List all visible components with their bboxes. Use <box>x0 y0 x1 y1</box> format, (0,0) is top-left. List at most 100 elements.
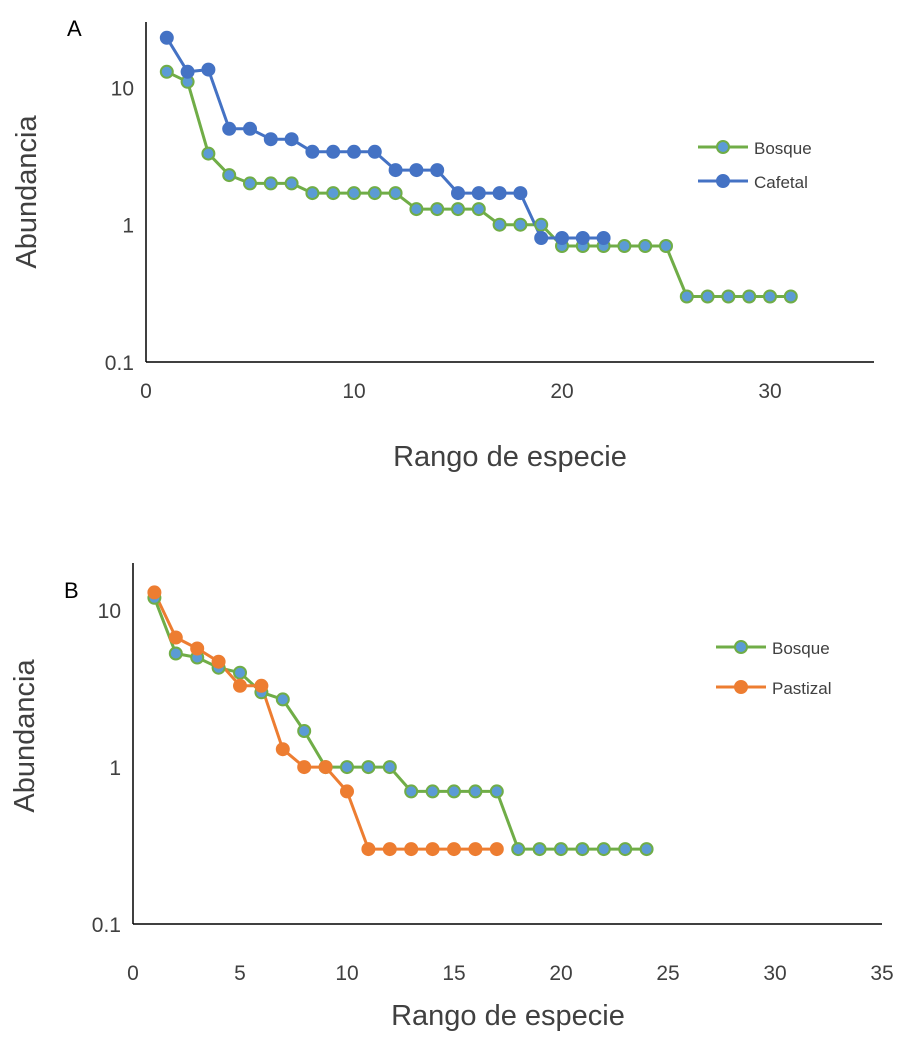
data-point-bosque <box>430 202 445 217</box>
data-point-bosque <box>326 186 341 201</box>
data-point-pastizal <box>254 678 269 693</box>
x-tick-label: 0 <box>127 962 139 985</box>
x-tick-label: 0 <box>140 380 152 403</box>
data-point-bosque <box>425 784 440 799</box>
x-tick-labels-a: 0 10 20 30 <box>140 380 782 403</box>
data-point-bosque <box>511 842 526 857</box>
data-point-bosque <box>159 64 174 79</box>
data-point-pastizal <box>489 842 504 857</box>
data-point-pastizal <box>275 742 290 757</box>
data-point-bosque <box>489 784 504 799</box>
legend-b: Bosque Pastizal <box>716 639 832 698</box>
data-point-bosque <box>243 176 257 191</box>
data-point-pastizal <box>168 630 183 645</box>
y-tick-label: 10 <box>98 600 121 623</box>
x-tick-label: 10 <box>335 962 358 985</box>
panel-label-a: A <box>67 16 82 41</box>
data-point-cafetal <box>513 186 528 201</box>
chart-panel-a: A 0.1 1 10 0 10 20 30 Rango de especie Abun… <box>11 16 874 473</box>
x-tick-label: 20 <box>549 962 572 985</box>
data-point-cafetal <box>222 121 237 136</box>
data-point-bosque <box>617 239 632 253</box>
data-point-bosque <box>638 239 653 253</box>
data-point-bosque <box>451 202 465 217</box>
data-point-bosque <box>201 146 216 161</box>
data-point-cafetal <box>305 144 320 159</box>
legend-label-cafetal: Cafetal <box>754 173 808 192</box>
data-point-cafetal <box>596 231 611 245</box>
series-layer-a <box>159 30 798 304</box>
x-tick-labels-b: 0 5 10 15 20 25 30 35 <box>127 962 894 985</box>
y-tick-label: 0.1 <box>105 352 134 375</box>
data-point-bosque <box>275 692 290 707</box>
data-point-pastizal <box>190 641 205 656</box>
legend-label-pastizal: Pastizal <box>772 679 832 698</box>
data-point-bosque <box>347 186 361 201</box>
data-point-bosque <box>263 176 278 191</box>
x-tick-label: 15 <box>442 962 465 985</box>
data-point-pastizal <box>468 842 483 857</box>
data-point-bosque <box>284 176 299 191</box>
data-point-cafetal <box>492 186 507 201</box>
legend-marker-bosque <box>734 640 748 654</box>
panel-label-b: B <box>64 578 79 603</box>
data-point-pastizal <box>425 842 440 857</box>
data-point-bosque <box>367 186 382 201</box>
data-point-bosque <box>361 760 376 775</box>
data-point-pastizal <box>147 585 162 600</box>
data-point-cafetal <box>201 62 216 77</box>
data-point-bosque <box>305 186 320 201</box>
data-point-bosque <box>297 724 312 738</box>
data-point-pastizal <box>297 760 312 775</box>
data-point-pastizal <box>404 842 419 857</box>
y-tick-labels-b: 0.1 1 10 <box>92 600 121 937</box>
y-tick-label: 1 <box>109 757 121 780</box>
data-point-pastizal <box>361 842 376 857</box>
series-line-pastizal <box>153 591 497 851</box>
y-axis-label-a: Abundancia <box>11 115 43 269</box>
data-point-bosque <box>340 760 354 775</box>
y-tick-label: 10 <box>111 77 134 100</box>
y-axis-label-b: Abundancia <box>9 659 41 813</box>
data-point-pastizal <box>318 760 333 775</box>
x-tick-label: 35 <box>870 962 893 985</box>
data-point-bosque <box>409 202 424 217</box>
data-point-bosque <box>596 842 611 857</box>
legend-label-bosque: Bosque <box>754 139 812 158</box>
data-point-cafetal <box>326 144 341 159</box>
legend-marker-bosque <box>716 140 730 154</box>
y-tick-label: 0.1 <box>92 914 121 937</box>
x-tick-label: 30 <box>763 962 786 985</box>
data-point-bosque <box>382 760 397 775</box>
data-point-cafetal <box>284 132 299 147</box>
x-tick-label: 5 <box>234 962 246 985</box>
legend-a: Bosque Cafetal <box>698 139 812 192</box>
data-point-cafetal <box>388 163 403 178</box>
data-point-bosque <box>700 289 715 304</box>
data-point-bosque <box>721 289 736 304</box>
x-tick-label: 20 <box>550 380 573 403</box>
x-tick-label: 10 <box>342 380 365 403</box>
series-line-cafetal <box>165 37 604 240</box>
data-point-bosque <box>468 784 483 799</box>
data-point-bosque <box>447 784 461 799</box>
data-point-cafetal <box>409 163 424 178</box>
data-point-cafetal <box>534 231 549 245</box>
data-point-pastizal <box>447 842 461 857</box>
data-point-bosque <box>742 289 757 304</box>
data-point-cafetal <box>180 64 195 79</box>
data-point-bosque <box>233 665 247 680</box>
series-line-bosque <box>152 597 647 851</box>
data-point-bosque <box>554 842 568 857</box>
legend-label-bosque: Bosque <box>772 639 830 658</box>
data-point-bosque <box>388 186 403 201</box>
data-point-bosque <box>534 217 549 232</box>
data-point-bosque <box>763 289 777 304</box>
data-point-bosque <box>659 239 673 253</box>
data-point-bosque <box>783 289 798 304</box>
data-point-pastizal <box>340 784 354 799</box>
chart-panel-b: B 0.1 1 10 0 5 10 15 20 25 30 35 Rango de espec… <box>9 563 894 1032</box>
data-point-cafetal <box>575 231 590 245</box>
data-point-cafetal <box>430 163 445 178</box>
